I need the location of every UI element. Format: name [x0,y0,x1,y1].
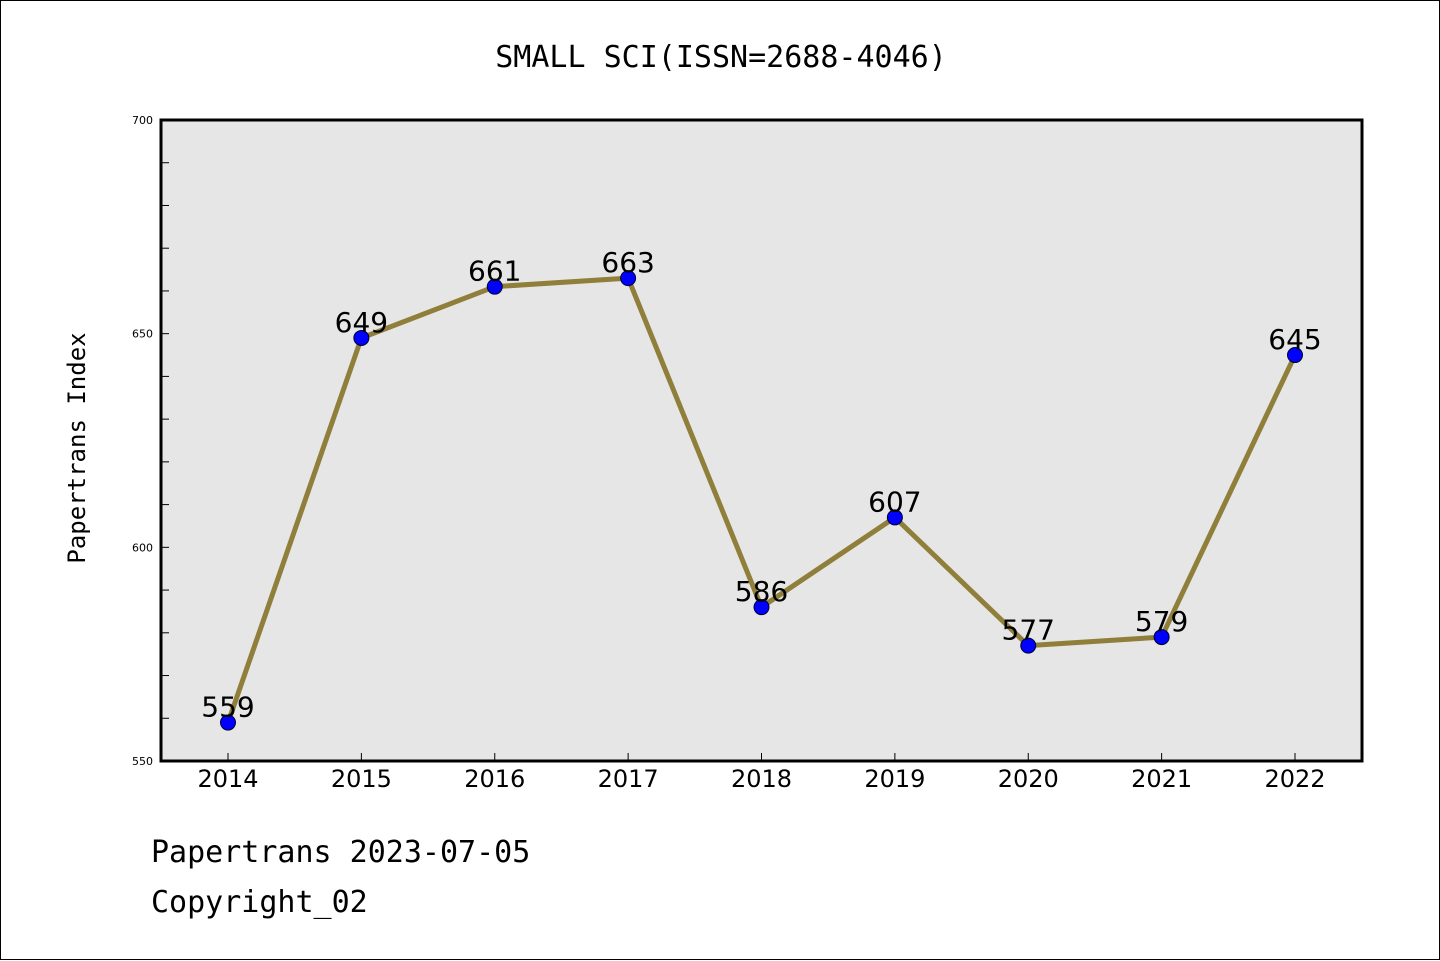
y-tick-label: 550 [132,755,153,768]
data-label: 645 [1268,323,1321,356]
data-label: 663 [601,246,654,279]
data-point [620,270,637,287]
data-label: 579 [1135,605,1188,638]
data-point [486,278,503,295]
y-axis: 550 600 650 700 [132,114,169,768]
x-tick-label: 2017 [598,765,659,793]
data-label: 607 [868,485,921,518]
x-tick-label: 2020 [998,765,1059,793]
y-tick-label: 600 [132,541,153,554]
x-tick-label: 2021 [1131,765,1192,793]
series-layer: 559 649 661 663 586 607 577 579 645 [201,246,1322,731]
chart-title: SMALL SCI(ISSN=2688-4046) [495,40,947,75]
data-point [1153,629,1170,646]
data-point [753,599,770,616]
data-point [220,714,236,731]
data-label: 577 [1002,614,1055,647]
x-tick-label: 2015 [331,765,392,793]
x-tick-label: 2022 [1264,765,1325,793]
plot-area [159,118,1364,763]
data-point [886,509,903,526]
x-tick-label: 2016 [464,765,525,793]
x-tick-label: 2019 [864,765,925,793]
data-label: 649 [335,306,388,339]
data-point [1020,637,1037,654]
y-tick-label: 700 [132,114,153,127]
y-axis-label: Papertrans Index [63,332,91,563]
data-point [353,329,370,346]
data-point [1287,347,1303,364]
x-axis: 2014 2015 2016 2017 2018 2019 2020 2021 2022 [197,753,1326,793]
data-label: 586 [735,575,788,608]
footer-copyright: Copyright_02 [151,885,368,920]
x-tick-label: 2014 [197,765,258,793]
x-tick-label: 2018 [731,765,792,793]
data-label: 661 [468,255,521,288]
y-tick-label: 650 [132,328,153,341]
footer-date: Papertrans 2023-07-05 [151,835,531,870]
data-label: 559 [201,691,254,724]
